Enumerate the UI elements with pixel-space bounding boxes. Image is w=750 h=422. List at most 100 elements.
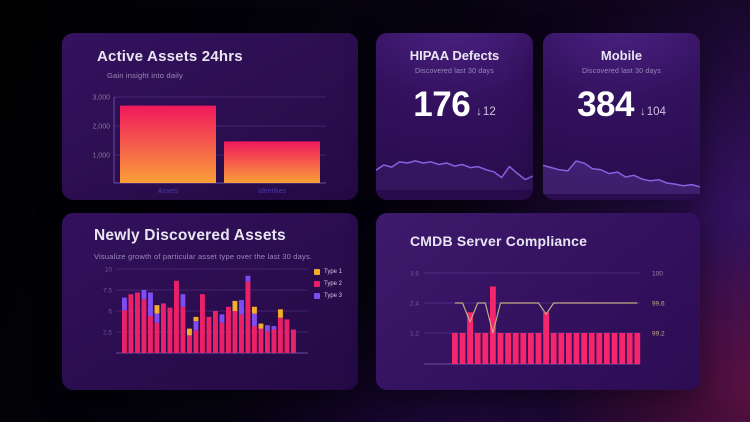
bar-segment bbox=[141, 290, 147, 300]
bar-segment bbox=[122, 297, 127, 311]
card-newly-discovered-assets: Newly Discovered Assets Visualize growth… bbox=[62, 213, 358, 390]
legend-item: Type 1 bbox=[313, 269, 342, 275]
legend-item: Type 2 bbox=[313, 281, 342, 287]
bar bbox=[604, 333, 610, 364]
bar-segment bbox=[180, 306, 186, 353]
bar-segment bbox=[154, 305, 160, 314]
sparkline-svg bbox=[543, 160, 700, 194]
bar-segment bbox=[213, 311, 218, 353]
cmdb-compliance-chart: 3.6 100 2.4 99.6 1.2 99.2 bbox=[400, 261, 696, 374]
bar-segment bbox=[232, 300, 238, 311]
bar bbox=[467, 312, 473, 364]
bar-segment bbox=[193, 316, 199, 322]
tick-label: 99.6 bbox=[652, 301, 665, 308]
bar bbox=[474, 333, 481, 364]
bar-segment bbox=[258, 323, 264, 329]
stacked-bar-chart-svg: 10 7.5 5 2.5 bbox=[103, 267, 308, 354]
bar-segment bbox=[193, 321, 199, 331]
card-subtitle: Discovered last 30 days bbox=[582, 68, 661, 75]
bar bbox=[497, 333, 504, 364]
bar-segment bbox=[135, 292, 140, 353]
bar bbox=[596, 333, 603, 364]
card-subtitle: Gain insight into daily bbox=[107, 71, 183, 80]
metric-value: 176 bbox=[413, 85, 471, 124]
bar bbox=[581, 333, 587, 364]
bar bbox=[566, 333, 572, 364]
bar-segment bbox=[161, 303, 166, 353]
sparkline-svg bbox=[376, 160, 533, 190]
legend-label: Type 1 bbox=[323, 269, 342, 275]
bar-segment bbox=[128, 294, 134, 353]
metric-value: 384 bbox=[577, 85, 634, 124]
bar-segment bbox=[148, 292, 153, 317]
tick-label: 7.5 bbox=[103, 288, 112, 295]
legend-label: Type 2 bbox=[323, 281, 342, 287]
bar-segment bbox=[193, 330, 199, 353]
bar-segment bbox=[174, 280, 179, 353]
tick-label: 5 bbox=[108, 309, 112, 316]
bar-segment bbox=[154, 313, 160, 323]
bar-segment bbox=[265, 331, 270, 353]
tick-label: 99.2 bbox=[652, 331, 665, 338]
bar-segment bbox=[258, 328, 264, 353]
card-subtitle: Visualize growth of particular asset typ… bbox=[94, 252, 313, 261]
bar-segment bbox=[278, 317, 283, 353]
bar bbox=[490, 286, 496, 364]
legend-swatch bbox=[313, 293, 320, 299]
bar bbox=[543, 312, 549, 364]
bar-segment bbox=[252, 306, 257, 314]
delta-value: 104 bbox=[646, 106, 666, 118]
bar bbox=[550, 333, 557, 364]
bar bbox=[626, 333, 633, 364]
delta-value: 12 bbox=[482, 106, 496, 118]
bar-segment bbox=[265, 325, 270, 332]
bar-segment bbox=[245, 275, 251, 282]
tick-label: 2.5 bbox=[103, 330, 112, 337]
bar bbox=[505, 333, 511, 364]
bar-segment bbox=[271, 326, 277, 330]
hipaa-sparkline-chart bbox=[376, 138, 533, 190]
bar-segment bbox=[187, 335, 192, 353]
bar bbox=[482, 333, 489, 364]
bar bbox=[588, 333, 595, 364]
bar bbox=[558, 333, 565, 364]
mobile-sparkline-chart bbox=[543, 139, 700, 194]
bar-segment bbox=[252, 313, 257, 327]
legend-item: Type 3 bbox=[313, 293, 342, 299]
tick-label: 10 bbox=[105, 267, 113, 274]
card-subtitle: Discovered last 30 days bbox=[415, 68, 494, 75]
bar-segment bbox=[180, 294, 186, 307]
bar-segment bbox=[200, 294, 205, 353]
tick-label: 3,000 bbox=[92, 95, 110, 102]
bar-segment bbox=[245, 281, 251, 353]
newly-assets-stacked-bar-chart: 10 7.5 5 2.5 bbox=[86, 265, 338, 365]
bar bbox=[634, 333, 641, 364]
tick-label: 2.4 bbox=[410, 301, 419, 308]
tick-label: Identities bbox=[258, 188, 287, 195]
bar-segment bbox=[239, 300, 244, 315]
bar bbox=[573, 333, 580, 364]
metric-row: 384 ↓ 104 bbox=[543, 87, 700, 122]
card-title: Mobile bbox=[600, 48, 643, 63]
bar-segment bbox=[284, 319, 290, 353]
tick-label: Assets bbox=[157, 188, 179, 195]
bar bbox=[528, 333, 534, 364]
bar bbox=[224, 141, 320, 183]
card-cmdb-server-compliance: CMDB Server Compliance 3.6 100 2.4 99.6 1.2 9… bbox=[376, 213, 700, 390]
card-active-assets: Active Assets 24hrs Gain insight into da… bbox=[62, 33, 358, 200]
card-hipaa-defects: HIPAA Defects Discovered last 30 days 17… bbox=[376, 33, 533, 200]
metric-row: 176 ↓ 12 bbox=[376, 87, 533, 122]
bar bbox=[120, 105, 216, 183]
legend-label: Type 3 bbox=[323, 293, 342, 299]
card-title: HIPAA Defects bbox=[409, 48, 500, 63]
down-arrow-icon: ↓ bbox=[639, 106, 646, 118]
active-assets-bar-chart: 3,000 2,000 1,000 Assets Identities bbox=[86, 85, 338, 197]
bar-segment bbox=[271, 329, 277, 353]
bar-segment bbox=[206, 316, 212, 353]
bar bbox=[520, 333, 527, 364]
bar bbox=[619, 333, 625, 364]
bar-segment bbox=[291, 329, 296, 353]
bar-segment bbox=[219, 322, 225, 353]
bar bbox=[535, 333, 542, 364]
